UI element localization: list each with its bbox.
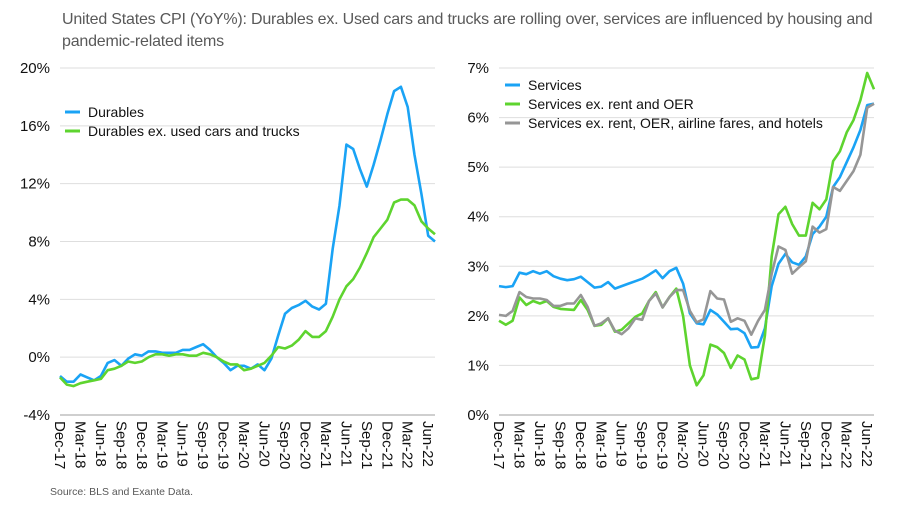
legend-label: Services ex. rent, OER, airline fares, a… [528, 115, 823, 131]
legend-label: Durables [88, 104, 144, 120]
x-tick-label: Dec-19 [215, 421, 232, 469]
y-tick-label: 0% [467, 407, 489, 424]
x-tick-label: Jun-20 [695, 421, 712, 467]
source-note: Source: BLS and Exante Data. [50, 486, 194, 498]
legend-label: Services ex. rent and OER [528, 96, 694, 112]
x-tick-label: Mar-22 [399, 421, 416, 469]
x-tick-label: Sep-18 [112, 421, 129, 469]
y-tick-label: 5% [467, 159, 489, 176]
x-tick-label: Jun-20 [256, 421, 273, 467]
y-tick-label: 7% [467, 60, 489, 77]
legend-label: Services [528, 77, 582, 93]
x-tick-label: Mar-21 [317, 421, 334, 469]
x-tick-label: Dec-21 [378, 421, 395, 469]
x-tick-label: Sep-20 [715, 421, 732, 469]
y-tick-label: 4% [467, 209, 489, 226]
y-tick-label: 2% [467, 308, 489, 325]
series-line-3 [498, 102, 875, 337]
x-tick-label: Jun-22 [419, 421, 436, 467]
x-tick-label: Jun-21 [337, 421, 354, 467]
x-tick-label: Dec-17 [490, 421, 507, 469]
y-tick-label: 16% [20, 118, 50, 135]
x-tick-label: Jun-19 [174, 421, 191, 467]
y-tick-label: 4% [28, 291, 50, 308]
x-tick-label: Mar-18 [71, 421, 88, 469]
y-tick-label: 0% [28, 349, 50, 366]
x-tick-label: Dec-17 [51, 421, 68, 469]
x-tick-label: Mar-20 [674, 421, 691, 469]
x-tick-label: Mar-21 [756, 421, 773, 469]
x-tick-label: Jun-19 [613, 421, 630, 467]
x-tick-label: Jun-18 [92, 421, 109, 467]
x-tick-label: Mar-19 [592, 421, 609, 469]
y-tick-label: 12% [20, 176, 50, 193]
series-line-2 [59, 198, 436, 388]
x-tick-label: Jun-21 [776, 421, 793, 467]
y-tick-label: 6% [467, 110, 489, 127]
y-tick-label: 1% [467, 357, 489, 374]
x-tick-label: Dec-18 [133, 421, 150, 469]
x-tick-label: Sep-21 [358, 421, 375, 469]
y-tick-label: 3% [467, 258, 489, 275]
chart-2: 0% 1% 2% 3% 4% 5% 6% 7% Dec-17 Mar-18 Jun-18 Sep-18… [467, 60, 876, 469]
x-tick-label: Sep-19 [633, 421, 650, 469]
y-tick-label: -4% [23, 407, 50, 424]
legend-label: Durables ex. used cars and trucks [88, 123, 300, 139]
x-tick-label: Sep-18 [551, 421, 568, 469]
x-tick-label: Dec-20 [296, 421, 313, 469]
x-tick-label: Mar-20 [235, 421, 252, 469]
x-tick-label: Mar-22 [838, 421, 855, 469]
x-tick-label: Jun-22 [858, 421, 875, 467]
x-tick-label: Sep-20 [276, 421, 293, 469]
x-tick-label: Jun-18 [531, 421, 548, 467]
x-tick-label: Sep-21 [797, 421, 814, 469]
x-tick-label: Dec-19 [654, 421, 671, 469]
x-tick-label: Dec-21 [817, 421, 834, 469]
x-tick-label: Mar-18 [510, 421, 527, 469]
series-line-1 [498, 102, 875, 349]
x-tick-label: Dec-18 [572, 421, 589, 469]
x-tick-label: Sep-19 [194, 421, 211, 469]
y-tick-label: 20% [20, 60, 50, 77]
x-tick-label: Mar-19 [153, 421, 170, 469]
series-line-2 [498, 71, 876, 387]
y-tick-label: 8% [28, 234, 50, 251]
chart-1: -4%0%4%8%12%16%20%Dec-17 Mar-18 Jun-18 Sep-… [20, 60, 436, 469]
x-tick-label: Dec-20 [735, 421, 752, 469]
chart-title: United States CPI (YoY%): Durables ex. U… [62, 11, 873, 50]
